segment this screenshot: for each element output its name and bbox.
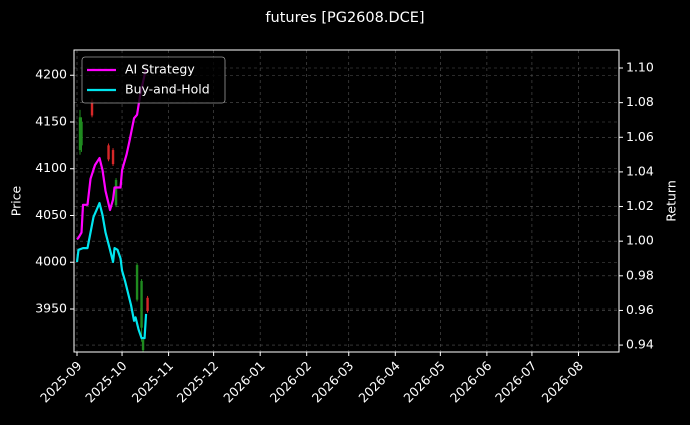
candle-body [107,145,110,160]
y-tick-label: 4100 [35,160,67,175]
y2-tick-label: 0.98 [626,267,654,282]
legend-box [81,56,226,104]
candle-body [141,339,145,351]
y-tick-label: 4050 [35,207,67,222]
x-tick-label: 2026-05 [400,358,448,406]
x-tick-label: 2025-09 [37,358,85,406]
x-tick-label: 2026-01 [220,358,268,406]
x-tick-label: 2025-12 [174,358,222,406]
y2-tick-label: 1.10 [626,60,654,75]
candle-body [114,179,118,206]
candle-body [80,121,83,146]
y-axis-label: Price [9,185,24,216]
series-line [75,201,148,340]
y2-tick-label: 1.04 [626,163,654,178]
y2-tick-label: 0.96 [626,302,654,317]
x-tick-label: 2025-11 [129,358,177,406]
x-tick-label: 2026-08 [539,358,587,406]
y-tick-label: 4150 [35,113,67,128]
candle-body [146,297,149,311]
y-tick-label: 4000 [35,254,67,269]
x-tick-label: 2026-07 [492,358,540,406]
legend-label: AI Strategy [125,62,195,77]
candle-body [140,280,143,328]
candle-body [90,100,94,116]
x-tick-label: 2026-02 [267,358,315,406]
x-tick-label: 2026-04 [355,358,403,406]
y2-tick-label: 0.94 [626,337,654,352]
y2-tick-label: 1.08 [626,94,654,109]
chart-title: futures [PG2608.DCE] [265,10,424,26]
y2-tick-label: 1.06 [626,129,654,144]
candle-body [111,150,115,165]
plot-frame [73,49,620,353]
x-tick-label: 2025-10 [82,358,130,406]
series-line [76,69,148,241]
y2-axis-label: Return [664,180,679,221]
y-tick-label: 4200 [35,67,67,82]
y2-tick-label: 1.00 [626,233,654,248]
candle-body [78,117,82,151]
y-tick-label: 3950 [35,300,67,315]
candle-body [135,265,139,300]
legend-label: Buy-and-Hold [125,82,210,97]
x-tick-label: 2026-06 [447,358,495,406]
x-tick-label: 2026-03 [309,358,357,406]
y2-tick-label: 1.02 [626,198,654,213]
